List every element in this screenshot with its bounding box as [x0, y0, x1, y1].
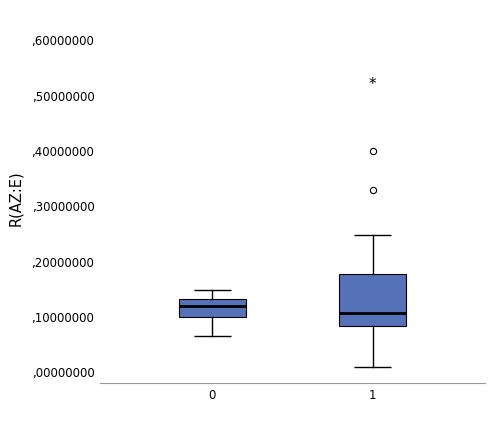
Y-axis label: R(AZ:E): R(AZ:E): [8, 170, 23, 226]
Bar: [339, 274, 406, 326]
Text: *: *: [369, 77, 376, 92]
Bar: [178, 299, 246, 317]
